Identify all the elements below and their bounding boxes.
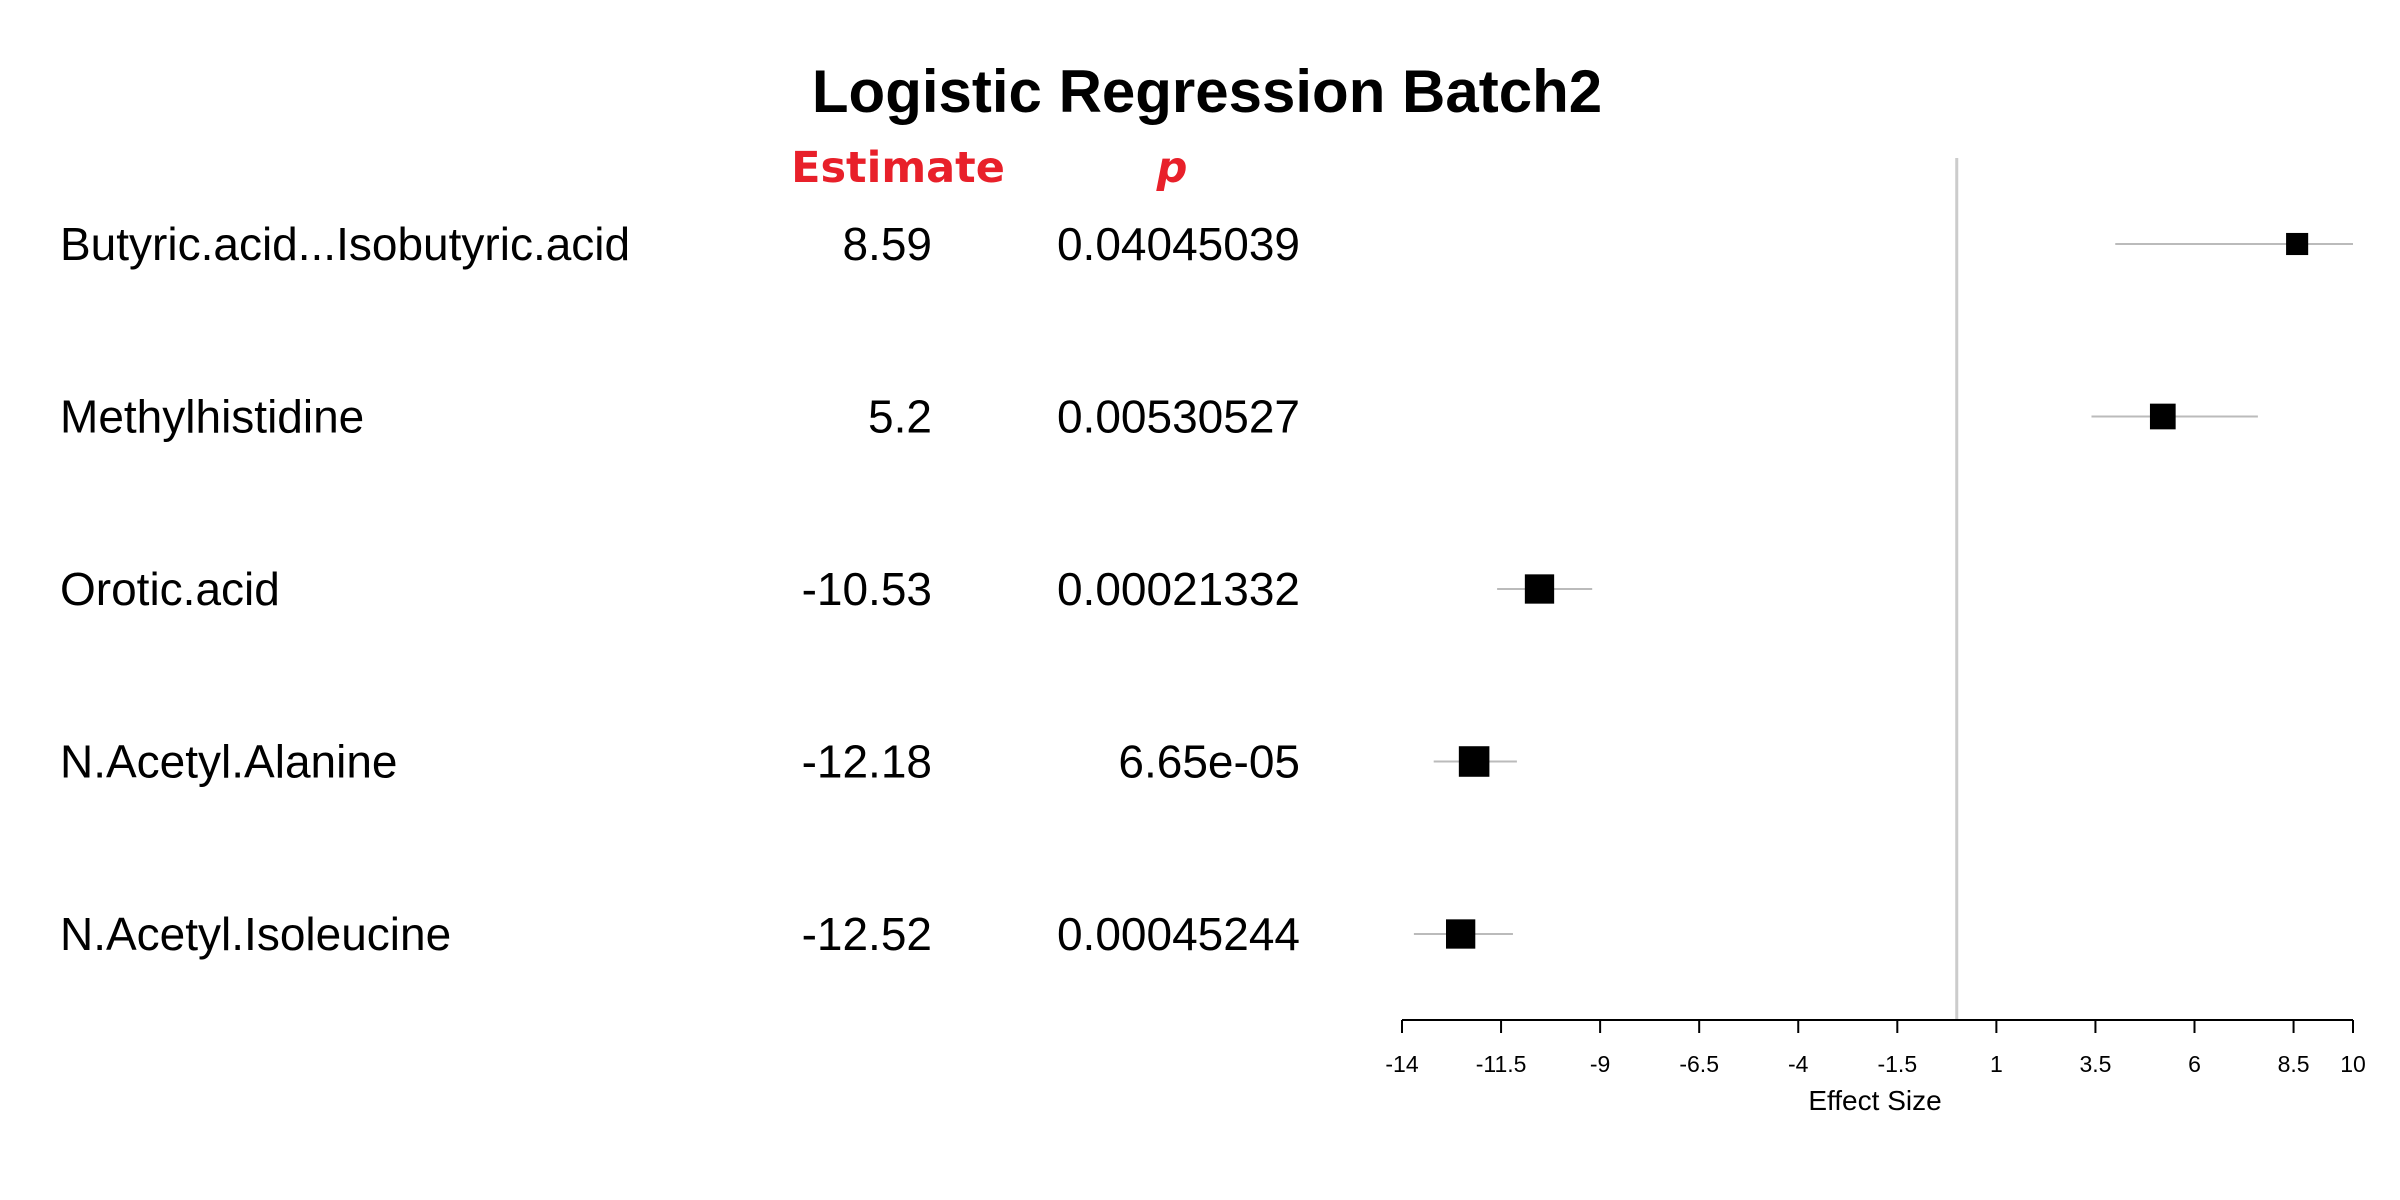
x-tick-label: 10 xyxy=(2340,1051,2366,1077)
x-tick-label: -14 xyxy=(1385,1051,1418,1077)
row-p-value: 0.04045039 xyxy=(1057,218,1300,270)
x-tick-label: 6 xyxy=(2188,1051,2201,1077)
table-rows: Butyric.acid...Isobutyric.acid 8.59 0.0404… xyxy=(60,218,1300,960)
x-axis: -14 -11.5 -9 -6.5 -4 -1.5 1 3.5 6 8.5 10 xyxy=(1385,1019,2366,1077)
row-estimate: 8.59 xyxy=(842,218,932,270)
row-p-value: 6.65e-05 xyxy=(1118,736,1300,788)
estimate-column-header: Estimate xyxy=(791,143,1005,193)
x-tick-label: -11.5 xyxy=(1476,1051,1527,1077)
estimate-marker xyxy=(1445,919,1476,949)
chart-title: Logistic Regression Batch2 xyxy=(812,58,1602,125)
x-tick-label: -6.5 xyxy=(1679,1051,1719,1077)
row-estimate: -12.52 xyxy=(802,908,932,960)
confidence-intervals xyxy=(1413,243,2353,935)
estimate-marker xyxy=(1458,746,1490,777)
row-label: N.Acetyl.Alanine xyxy=(60,736,398,788)
x-tick-label: 3.5 xyxy=(2079,1051,2111,1077)
x-tick-label: 8.5 xyxy=(2278,1051,2310,1077)
estimate-marker xyxy=(2149,403,2176,430)
row-p-value: 0.00530527 xyxy=(1057,391,1300,443)
x-tick-label: -9 xyxy=(1590,1051,1610,1077)
estimate-markers xyxy=(1445,232,2309,949)
x-tick-label: -1.5 xyxy=(1877,1051,1917,1077)
row-p-value: 0.00045244 xyxy=(1057,908,1300,960)
row-estimate: -12.18 xyxy=(802,736,932,788)
estimate-marker xyxy=(1524,574,1555,604)
row-label: Orotic.acid xyxy=(60,563,280,615)
row-label: Butyric.acid...Isobutyric.acid xyxy=(60,218,630,270)
row-label: N.Acetyl.Isoleucine xyxy=(60,908,451,960)
x-tick-label: -4 xyxy=(1788,1051,1809,1077)
x-axis-label: Effect Size xyxy=(1808,1085,1941,1116)
row-label: Methylhistidine xyxy=(60,391,364,443)
p-column-header: p xyxy=(1156,143,1188,193)
row-p-value: 0.00021332 xyxy=(1057,563,1300,615)
x-tick-label: 1 xyxy=(1990,1051,2003,1077)
row-estimate: 5.2 xyxy=(868,391,932,443)
row-estimate: -10.53 xyxy=(802,563,932,615)
estimate-marker xyxy=(2286,232,2309,256)
